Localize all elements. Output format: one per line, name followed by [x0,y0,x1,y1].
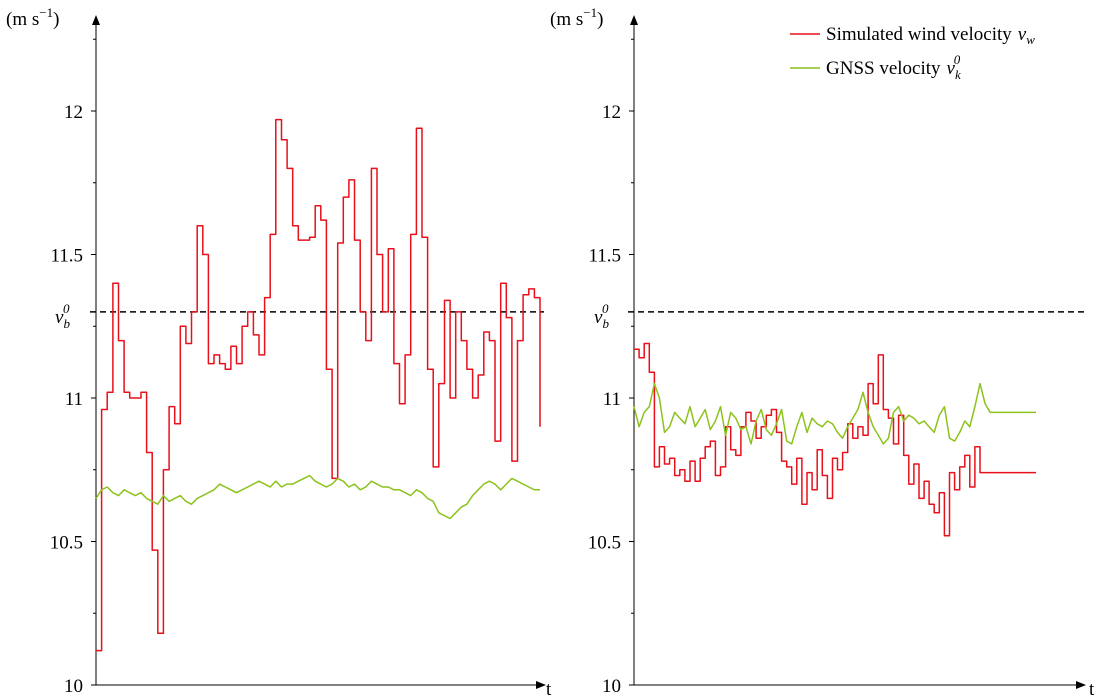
left-y-tick-label: 10 [64,676,83,697]
right-series-gnss [633,382,1036,445]
left-series-wind [96,118,541,652]
left-y-tick-labels: 10 10.5 11 11.5 12 [50,102,83,697]
right-y-tick-label: 10.5 [588,533,621,554]
left-plot-area [90,15,546,689]
right-y-axis-label: (m s−1) [550,5,603,30]
right-y-tick-label: 11 [603,389,621,410]
left-y-tick-label: 11.5 [50,246,83,267]
right-y-tick-label: 11.5 [588,246,621,267]
right-reference-label: vb0 [594,301,609,331]
right-y-tick-label: 10 [602,676,621,697]
left-chart: (m s−1) t vb0 10 10.5 11 11.5 12 [6,5,552,698]
right-chart: (m s−1) t vb0 10 10.5 11 11.5 12 [550,5,1095,698]
right-y-tick-label: 12 [602,102,621,123]
left-y-axis-label: (m s−1) [6,5,59,30]
left-y-tick-label: 10.5 [50,533,83,554]
legend: Simulated wind velocity vw GNSS velocity v… [790,24,1035,82]
right-series-wind [634,342,1036,537]
legend-label-wind: Simulated wind velocity vw [826,24,1035,47]
left-series-gnss [95,474,540,520]
left-reference-label: vb0 [55,301,70,331]
right-plot-area [628,15,1086,689]
left-x-axis-arrow [536,681,546,689]
left-y-axis-arrow [92,15,100,25]
right-y-tick-labels: 10 10.5 11 11.5 12 [588,102,621,697]
right-y-axis-arrow [630,15,638,25]
right-x-axis-arrow [1076,681,1086,689]
left-x-axis-label: t [546,679,552,698]
left-y-tick-label: 11 [65,389,83,410]
right-x-axis-label: t [1089,679,1095,698]
left-y-tick-label: 12 [64,102,83,123]
legend-label-gnss: GNSS velocity vk0 [826,52,961,82]
